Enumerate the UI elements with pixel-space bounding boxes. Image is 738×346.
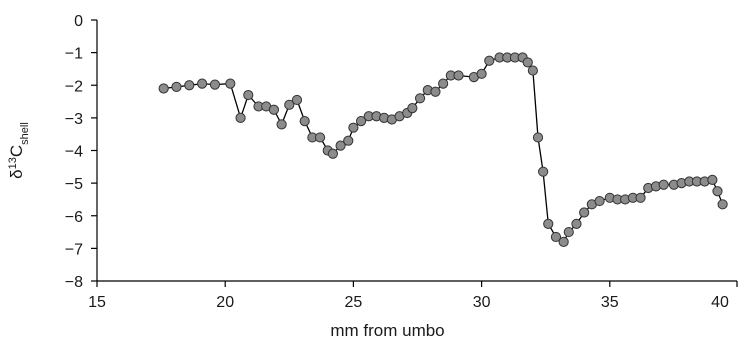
data-point [335, 140, 346, 151]
data-point [414, 93, 426, 104]
x-tick-label: 40 [711, 294, 729, 311]
data-point [543, 218, 554, 230]
data-point [348, 122, 359, 133]
x-tick-label: 15 [88, 294, 106, 311]
y-ticks: 0 −1 −2 −3 −4 −5 −6 −7 −8 [65, 13, 97, 291]
data-point [571, 218, 582, 230]
data-point [225, 78, 236, 89]
data-point [453, 70, 464, 81]
y-tick-label: −3 [65, 111, 83, 128]
data-point [476, 68, 487, 79]
data-point [291, 94, 303, 106]
x-tick-label: 30 [473, 294, 491, 311]
data-point [327, 148, 338, 159]
data-point [209, 79, 221, 90]
y-axis-title-sup: 13 [7, 157, 19, 169]
x-axis: 15 20 25 30 35 40 [88, 280, 738, 311]
data-point [658, 179, 669, 190]
data-point [484, 55, 495, 66]
y-axis-title-prefix: δ [7, 169, 26, 178]
x-tick-label: 25 [345, 294, 363, 311]
y-axis-title: δ13Cshell [7, 122, 31, 179]
data-point [532, 132, 544, 143]
y-tick-label: −4 [65, 144, 83, 161]
x-ticks: 15 20 25 30 35 40 [88, 281, 738, 311]
data-point [430, 86, 441, 97]
x-tick-label: 35 [601, 294, 619, 311]
data-point [558, 236, 569, 247]
data-point [538, 166, 549, 177]
data-point [407, 102, 418, 114]
y-axis: 0 −1 −2 −3 −4 −5 −6 −7 −8 [65, 13, 98, 291]
data-point [550, 231, 562, 243]
data-point [527, 65, 538, 76]
data-point [268, 104, 280, 115]
data-point [276, 119, 287, 130]
y-tick-label: −7 [65, 241, 83, 258]
data-point [635, 192, 646, 203]
data-point [707, 174, 718, 185]
data-point [712, 186, 723, 197]
y-axis-title-main: C [7, 145, 26, 157]
data-point [184, 80, 195, 91]
y-tick-label: 0 [74, 13, 83, 30]
data-point [438, 78, 449, 89]
y-tick-label: −1 [65, 46, 83, 63]
y-tick-label: −2 [65, 78, 83, 95]
data-point [522, 57, 533, 68]
data-point [197, 78, 208, 89]
data-point [284, 99, 295, 110]
data-point [314, 132, 326, 143]
data-point [171, 81, 182, 92]
y-tick-label: −5 [65, 176, 83, 193]
data-point [235, 112, 246, 123]
data-point [158, 83, 169, 94]
data-point [343, 135, 354, 146]
data-point [717, 199, 728, 210]
x-axis-title: mm from umbo [330, 321, 444, 340]
data-point [563, 226, 574, 238]
data-point [579, 207, 590, 218]
y-tick-label: −8 [65, 274, 83, 291]
data-point [355, 116, 367, 127]
y-axis-title-sub: shell [19, 122, 31, 145]
data-point [299, 116, 310, 127]
data-points [158, 52, 728, 247]
x-tick-label: 20 [216, 294, 234, 311]
y-tick-label: −6 [65, 209, 83, 226]
data-point [243, 89, 254, 101]
data-point [594, 195, 605, 207]
